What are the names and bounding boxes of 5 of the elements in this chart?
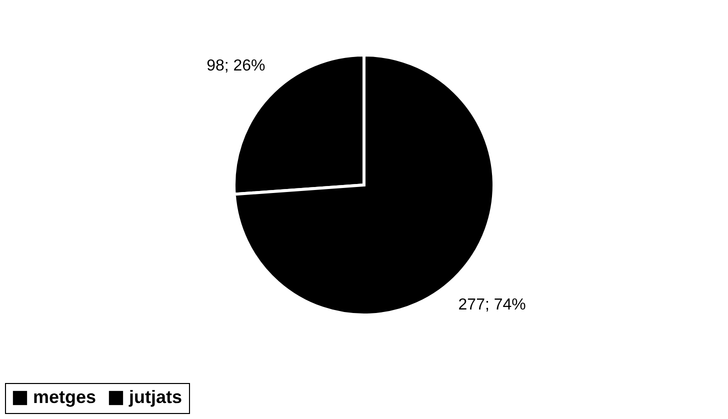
data-label: 277; 74% — [458, 296, 526, 314]
legend-label: jutjats — [128, 387, 182, 407]
pie-slice — [232, 54, 496, 316]
data-label: 98; 26% — [206, 58, 266, 75]
legend-label: metges — [33, 387, 96, 407]
